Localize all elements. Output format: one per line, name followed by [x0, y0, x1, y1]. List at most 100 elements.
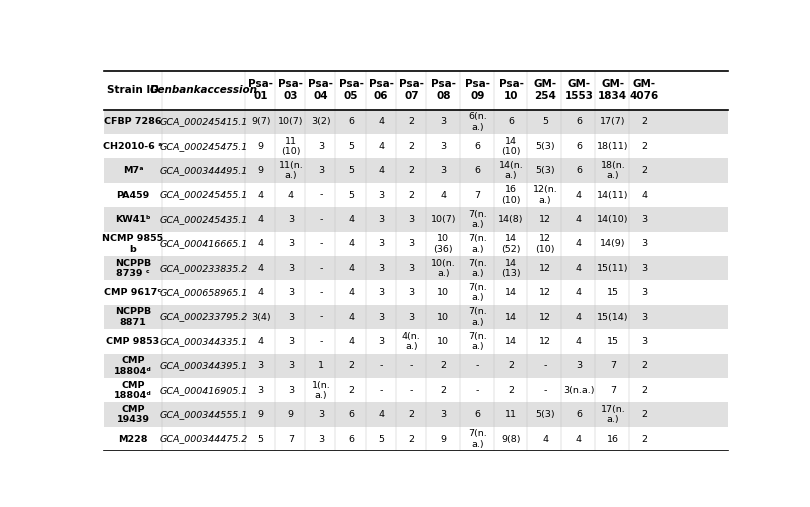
Text: 3: 3 — [378, 215, 384, 224]
Text: 10(7): 10(7) — [431, 215, 456, 224]
Text: 3: 3 — [642, 239, 647, 248]
Text: -: - — [475, 386, 479, 395]
Text: 2: 2 — [642, 117, 647, 126]
Text: 4: 4 — [378, 117, 384, 126]
Text: 14
(52): 14 (52) — [501, 234, 521, 254]
Text: 4: 4 — [258, 239, 264, 248]
Text: NCPPB
8871: NCPPB 8871 — [115, 307, 151, 327]
Text: 14: 14 — [505, 288, 517, 297]
Text: 11(n.
a.): 11(n. a.) — [279, 161, 303, 180]
Text: 5: 5 — [378, 434, 384, 444]
Text: 4: 4 — [348, 312, 354, 321]
Text: 9(7): 9(7) — [251, 117, 271, 126]
Text: -: - — [380, 361, 383, 370]
Text: 3: 3 — [441, 142, 446, 151]
Text: 10: 10 — [437, 337, 450, 346]
Text: GCA_000344475.2: GCA_000344475.2 — [160, 434, 248, 444]
Text: 3: 3 — [441, 117, 446, 126]
Text: 2: 2 — [642, 361, 647, 370]
Text: GCA_000344555.1: GCA_000344555.1 — [160, 410, 248, 419]
Text: KW41ᵇ: KW41ᵇ — [115, 215, 151, 224]
Text: 4: 4 — [576, 239, 582, 248]
Text: 3: 3 — [408, 288, 415, 297]
Bar — [104, 354, 727, 378]
Text: 3: 3 — [642, 288, 647, 297]
Text: 4: 4 — [258, 337, 264, 346]
Text: 3: 3 — [378, 239, 384, 248]
Text: 2: 2 — [408, 142, 415, 151]
Bar — [104, 110, 727, 134]
Text: 3: 3 — [642, 337, 647, 346]
Text: 4: 4 — [441, 191, 446, 200]
Text: GCA_000658965.1: GCA_000658965.1 — [160, 288, 248, 297]
Bar — [104, 427, 727, 451]
Text: 3: 3 — [318, 166, 324, 175]
Text: 12: 12 — [539, 337, 551, 346]
Text: CMP 9617ᶜ: CMP 9617ᶜ — [104, 288, 161, 297]
Text: 4: 4 — [258, 191, 264, 200]
Text: 9: 9 — [258, 166, 264, 175]
Text: 4(n.
a.): 4(n. a.) — [402, 332, 420, 351]
Text: 5: 5 — [258, 434, 264, 444]
Text: 6: 6 — [508, 117, 514, 126]
Text: -: - — [319, 264, 322, 273]
Text: 12(n.
a.): 12(n. a.) — [533, 186, 557, 205]
Bar — [104, 256, 727, 280]
Bar — [104, 280, 727, 305]
Text: GCA_000416905.1: GCA_000416905.1 — [160, 386, 248, 395]
Text: 12: 12 — [539, 288, 551, 297]
Text: GCA_000233795.2: GCA_000233795.2 — [160, 312, 248, 321]
Text: 7(n.
a.): 7(n. a.) — [468, 307, 487, 327]
Text: 5: 5 — [348, 166, 354, 175]
Text: 3: 3 — [318, 142, 324, 151]
Text: CH2010-6 ᵃ: CH2010-6 ᵃ — [103, 142, 163, 151]
Text: 4: 4 — [258, 264, 264, 273]
Text: 3: 3 — [408, 239, 415, 248]
Text: 14: 14 — [505, 337, 517, 346]
Text: 2: 2 — [642, 166, 647, 175]
Text: GCA_000245455.1: GCA_000245455.1 — [160, 191, 248, 200]
Text: 5: 5 — [542, 117, 548, 126]
Text: 9: 9 — [441, 434, 446, 444]
Bar — [104, 329, 727, 354]
Text: 12
(10): 12 (10) — [535, 234, 555, 254]
Text: 6: 6 — [576, 117, 582, 126]
Text: 3: 3 — [441, 166, 446, 175]
Text: -: - — [544, 386, 547, 395]
Text: GM-
1834: GM- 1834 — [599, 79, 628, 101]
Text: CMP 9853: CMP 9853 — [106, 337, 160, 346]
Text: 4: 4 — [378, 410, 384, 419]
Text: GCA_000344335.1: GCA_000344335.1 — [160, 337, 248, 346]
Text: 2: 2 — [408, 117, 415, 126]
Text: 6: 6 — [348, 434, 354, 444]
Text: 4: 4 — [576, 337, 582, 346]
Text: 3(4): 3(4) — [251, 312, 271, 321]
Text: 10: 10 — [437, 312, 450, 321]
Text: 4: 4 — [258, 288, 264, 297]
Text: Genbankaccession: Genbankaccession — [150, 85, 258, 95]
Text: 3: 3 — [576, 361, 582, 370]
Text: 4: 4 — [542, 434, 548, 444]
Text: -: - — [319, 215, 322, 224]
Text: GCA_000245415.1: GCA_000245415.1 — [160, 117, 248, 126]
Text: 18(11): 18(11) — [597, 142, 629, 151]
Text: 2: 2 — [642, 142, 647, 151]
Text: 3(2): 3(2) — [311, 117, 330, 126]
Text: 1(n.
a.): 1(n. a.) — [312, 381, 330, 400]
Text: -: - — [475, 361, 479, 370]
Text: 5: 5 — [348, 142, 354, 151]
Text: 4: 4 — [576, 215, 582, 224]
Text: 3: 3 — [288, 215, 294, 224]
Text: 2: 2 — [642, 434, 647, 444]
Text: 7(n.
a.): 7(n. a.) — [468, 429, 487, 449]
Text: GCA_000233835.2: GCA_000233835.2 — [160, 264, 248, 273]
Text: 5(3): 5(3) — [535, 142, 555, 151]
Text: 14(10): 14(10) — [597, 215, 629, 224]
Text: PA459: PA459 — [117, 191, 150, 200]
Text: 4: 4 — [258, 215, 264, 224]
Text: 6: 6 — [576, 142, 582, 151]
Text: 4: 4 — [576, 264, 582, 273]
Text: GCA_000245475.1: GCA_000245475.1 — [160, 142, 248, 151]
Text: 3(n.a.): 3(n.a.) — [563, 386, 595, 395]
Text: M7ᵃ: M7ᵃ — [122, 166, 143, 175]
